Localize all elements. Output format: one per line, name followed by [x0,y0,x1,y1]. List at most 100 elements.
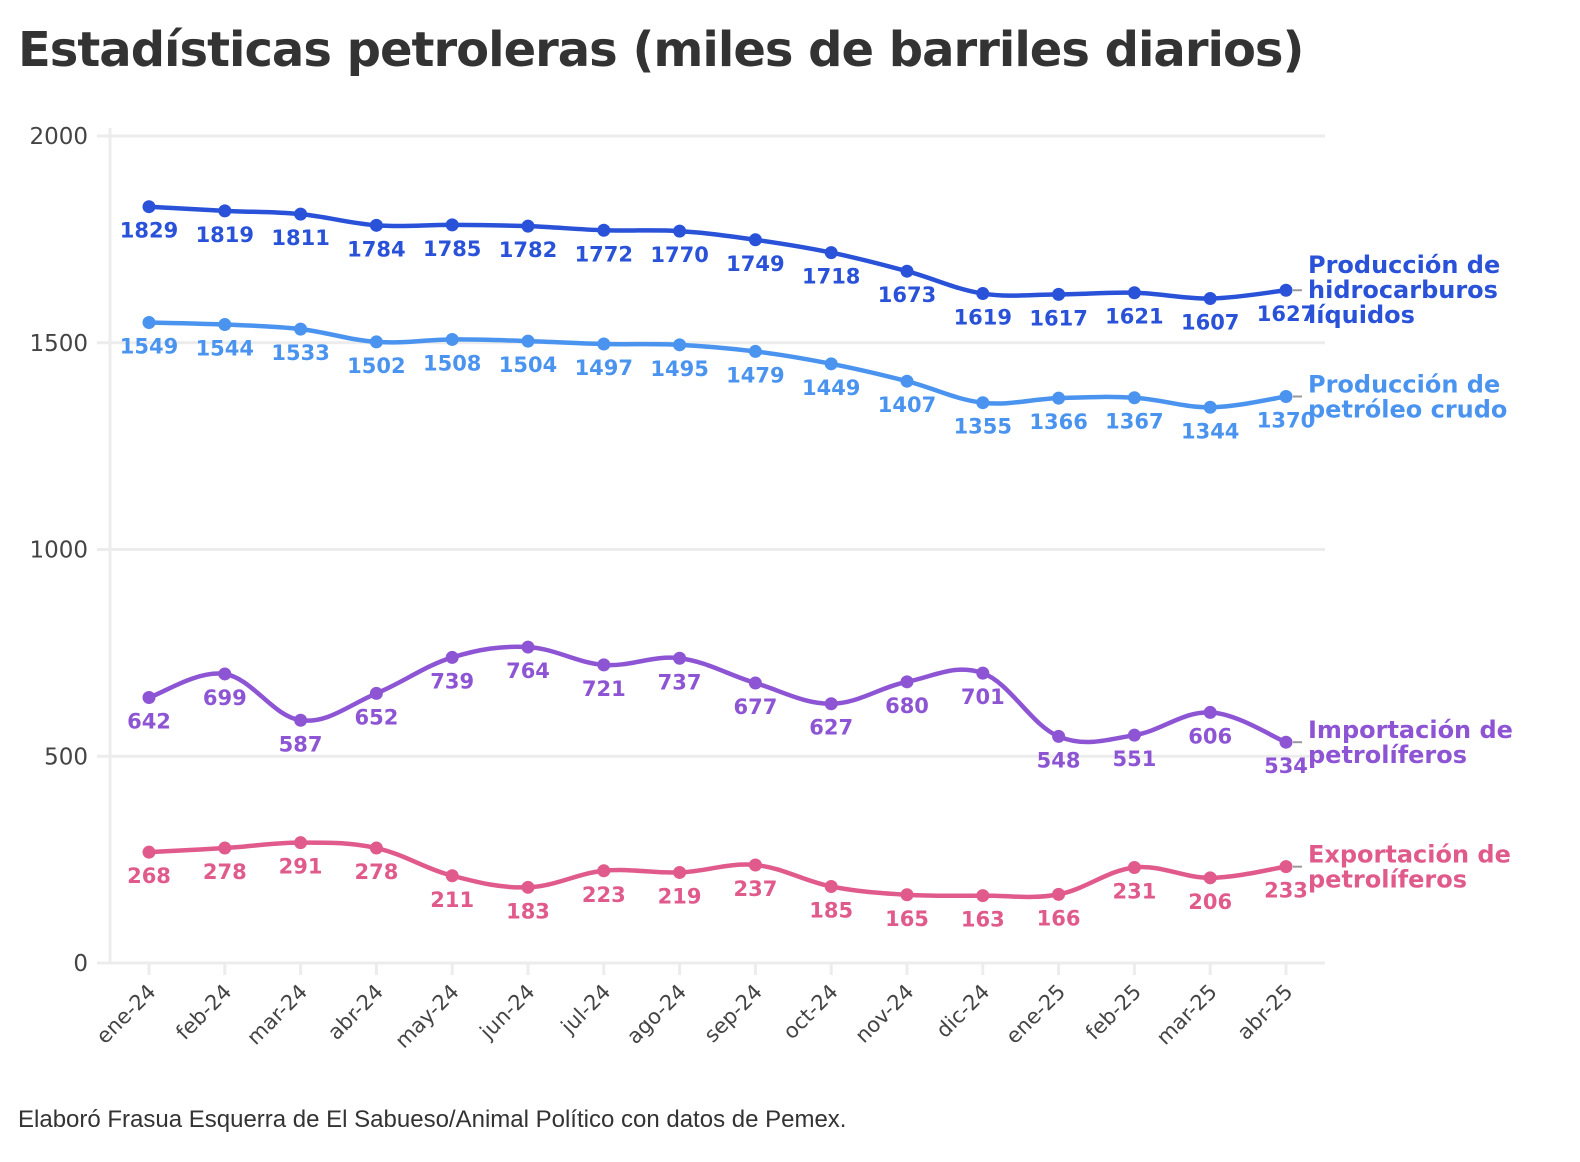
data-point [1203,871,1217,885]
data-point [597,864,611,878]
data-label: 680 [885,694,929,718]
data-point [976,666,990,680]
series-label: Producción de [1308,251,1500,279]
data-label: 642 [127,710,171,734]
data-label: 1504 [499,353,557,377]
data-label: 1497 [575,356,633,380]
data-point [445,332,459,346]
data-label: 237 [733,877,777,901]
series-label: Importación de [1308,716,1513,744]
data-label: 1785 [423,237,481,261]
data-label: 231 [1112,879,1156,903]
x-tick-label: ene-25 [1001,980,1070,1049]
data-label: 1607 [1181,311,1239,335]
data-point [1203,400,1217,414]
gridlines [97,134,1325,965]
data-point [976,287,990,301]
data-label: 534 [1264,754,1308,778]
data-label: 219 [658,884,702,908]
data-label: 1355 [954,415,1012,439]
data-point [445,650,459,664]
x-tick-label: mar-25 [1152,980,1222,1050]
data-label: 1621 [1105,305,1163,329]
data-point [521,640,535,654]
data-point [1127,391,1141,405]
data-point [521,219,535,233]
data-label: 1367 [1105,410,1163,434]
data-point [142,200,156,214]
data-point [748,858,762,872]
data-label: 211 [430,888,474,912]
data-point [748,676,762,690]
y-tick-label: 1500 [29,331,88,357]
data-label: 1770 [650,243,708,267]
data-label: 1502 [347,354,405,378]
data-point [673,224,687,238]
data-label: 1718 [802,265,860,289]
data-point [597,223,611,237]
data-point [1279,283,1293,297]
series-label: petrolíferos [1308,866,1467,894]
series-group: 1829 1819 1811 1784 1785 1782 1772 1770 1749 1718… [120,200,1315,932]
data-label: 699 [203,686,247,710]
data-label: 606 [1188,724,1232,748]
data-point [1127,860,1141,874]
data-point [142,845,156,859]
series-line [146,204,1289,301]
data-point [1203,292,1217,306]
data-label: 737 [658,670,702,694]
data-label: 223 [582,883,626,907]
data-label: 677 [733,695,777,719]
x-tick-label: jun-24 [475,980,540,1045]
chart-title: Estadísticas petroleras (miles de barril… [18,22,1304,78]
data-label: 1479 [726,363,784,387]
data-point [445,218,459,232]
data-label: 739 [430,669,474,693]
x-tick-label: jul-24 [556,980,616,1040]
data-label: 1366 [1029,410,1087,434]
data-label: 587 [279,732,323,756]
data-label: 1407 [878,393,936,417]
data-point [1052,729,1066,743]
data-point [1052,287,1066,301]
data-label: 206 [1188,890,1232,914]
data-point [1279,390,1293,404]
data-point [1052,391,1066,405]
data-point [294,836,308,850]
x-tick-label: abr-25 [1233,980,1298,1045]
series-1: 1829 1819 1811 1784 1785 1782 1772 1770 1749 1718… [120,200,1315,335]
x-tick-label: nov-24 [850,980,918,1048]
data-point [597,658,611,672]
x-axis: ene-24 feb-24 mar-24 abr-24 may-24 jun-24 jul-… [92,963,1298,1053]
data-label: 233 [1264,879,1308,903]
x-tick-label: mar-24 [242,980,312,1050]
series-line [146,644,1289,745]
data-point [218,318,232,332]
data-label: 1811 [271,226,329,250]
y-tick-label: 500 [44,744,88,770]
data-label: 1829 [120,219,178,243]
series-line [146,320,1289,410]
data-label: 1619 [954,306,1012,330]
x-tick-label: may-24 [390,980,463,1053]
y-tick-label: 2000 [29,124,88,150]
data-label: 1533 [271,341,329,365]
data-label: 268 [127,864,171,888]
data-point [673,865,687,879]
data-point [976,396,990,410]
data-point [369,335,383,349]
data-point [748,233,762,247]
y-axis: 0 500 1000 1500 2000 [29,124,112,977]
series-labels: Producción dehidrocarburoslíquidosProduc… [1293,251,1513,894]
data-label: 1627 [1257,302,1315,326]
series-label: líquidos [1308,301,1415,329]
data-point [824,246,838,260]
data-point [673,338,687,352]
series-4: 268 278 291 278 211 183 223 219 237 185 165 163 166 2… [127,836,1308,932]
data-point [1279,860,1293,874]
data-point [1127,286,1141,300]
y-tick-label: 0 [73,951,88,977]
data-point [1052,887,1066,901]
series-2: 1549 1544 1533 1502 1508 1504 1497 1495 1479 1449… [120,315,1315,443]
y-tick-label: 1000 [29,538,88,564]
